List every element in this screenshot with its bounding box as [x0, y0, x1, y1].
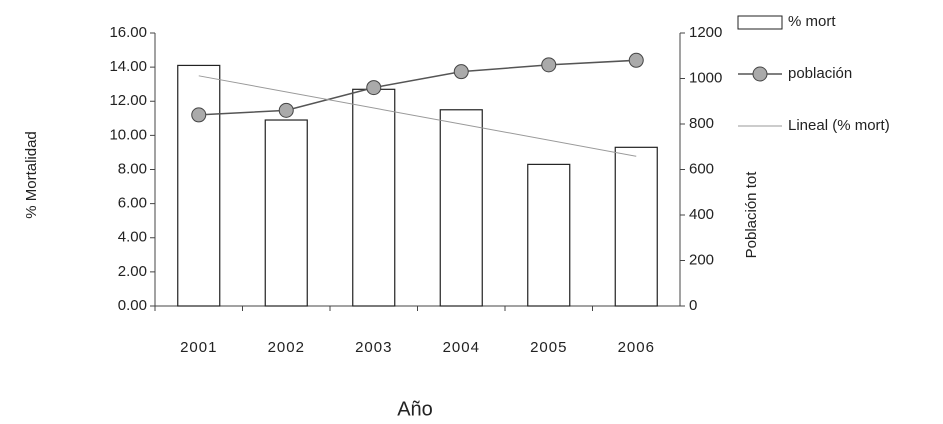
- x-tick-label: 2002: [268, 339, 305, 356]
- y-tick-label: 6.00: [118, 195, 147, 212]
- y2-tick-label: 0: [689, 297, 697, 314]
- point: [453, 64, 469, 80]
- y2-tick-label: 400: [689, 206, 714, 223]
- legend-swatch: [737, 15, 783, 30]
- x-tick-label: 2005: [530, 339, 567, 356]
- line: [198, 59, 637, 116]
- y2-tick-label: 600: [689, 160, 714, 177]
- point: [541, 57, 557, 73]
- x-axis-label: Año: [397, 398, 433, 420]
- point: [628, 52, 644, 68]
- point: [191, 107, 207, 123]
- y-tick-label: 8.00: [118, 160, 147, 177]
- legend-label: población: [788, 65, 852, 82]
- point: [278, 102, 294, 118]
- legend-swatch: [752, 66, 768, 82]
- bar: [527, 163, 571, 307]
- bar: [439, 109, 483, 307]
- x-tick-label: 2004: [443, 339, 480, 356]
- y-tick-label: 10.00: [109, 126, 147, 143]
- y2-tick-label: 1000: [689, 69, 722, 86]
- legend-label: Lineal (% mort): [788, 117, 890, 134]
- trend-line: [198, 75, 637, 157]
- x-tick-label: 2006: [618, 339, 655, 356]
- bar: [352, 88, 396, 307]
- x-tick-label: 2001: [180, 339, 217, 356]
- y-tick-label: 4.00: [118, 229, 147, 246]
- bar: [177, 64, 221, 307]
- y-axis-label: % Mortalidad: [23, 131, 40, 219]
- y-tick-label: 14.00: [109, 58, 147, 75]
- point: [366, 80, 382, 96]
- y2-tick-label: 200: [689, 251, 714, 268]
- y-tick-label: 12.00: [109, 92, 147, 109]
- bar: [614, 146, 658, 307]
- y-tick-label: 16.00: [109, 24, 147, 41]
- legend-label: % mort: [788, 13, 836, 30]
- y-tick-label: 0.00: [118, 297, 147, 314]
- y2-tick-label: 1200: [689, 24, 722, 41]
- bar: [264, 119, 308, 307]
- y-tick-label: 2.00: [118, 263, 147, 280]
- y2-axis-label: Población tot: [743, 171, 760, 259]
- y2-tick-label: 800: [689, 115, 714, 132]
- x-tick-label: 2003: [355, 339, 392, 356]
